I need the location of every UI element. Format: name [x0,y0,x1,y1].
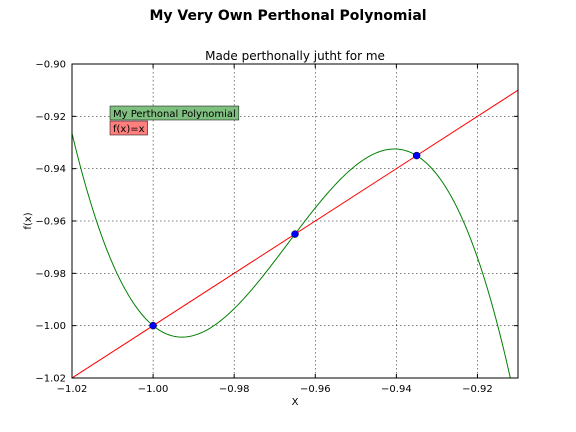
y-tick-label: −0.96 [35,217,66,228]
y-tick-label: −0.98 [35,269,66,280]
x-tick-label: −0.96 [300,384,331,395]
y-tick-label: −0.94 [35,164,66,175]
legend-box [109,105,240,121]
intersection-point [291,230,299,238]
y-tick-label: −0.92 [35,112,66,123]
plot-clip [72,89,518,378]
intersection-point [149,321,157,330]
y-axis-label: f(x) [23,212,34,229]
y-tick-label: −0.90 [35,60,66,71]
legend-box [109,120,148,136]
x-tick-label: −0.92 [462,384,493,395]
x-axis-label: X [292,397,299,408]
series-layer [72,89,518,378]
legend-label: My Perthonal Polynomial [113,109,236,120]
y-tick-label: −1.02 [35,374,66,385]
chart-title: Made perthonally jutht for me [205,49,385,63]
legend: My Perthonal Polynomial f(x)=x [109,105,240,136]
x-tick-label: −0.98 [219,384,250,395]
axis-ticks: −1.02 −1.00 −0.98 −0.96 −0.94 −0.92 −1.02 −1.00… [35,60,518,395]
intersection-point [412,151,421,160]
chart-suptitle: My Very Own Perthonal Polynomial [149,8,426,24]
legend-label: f(x)=x [113,124,145,135]
plot-area: −1.02 −1.00 −0.98 −0.96 −0.94 −0.92 −1.02 −1.00… [35,60,519,395]
y-tick-label: −1.00 [35,321,66,332]
x-tick-label: −0.94 [381,384,412,395]
x-tick-label: −1.02 [57,384,88,395]
x-tick-label: −1.00 [138,384,169,395]
